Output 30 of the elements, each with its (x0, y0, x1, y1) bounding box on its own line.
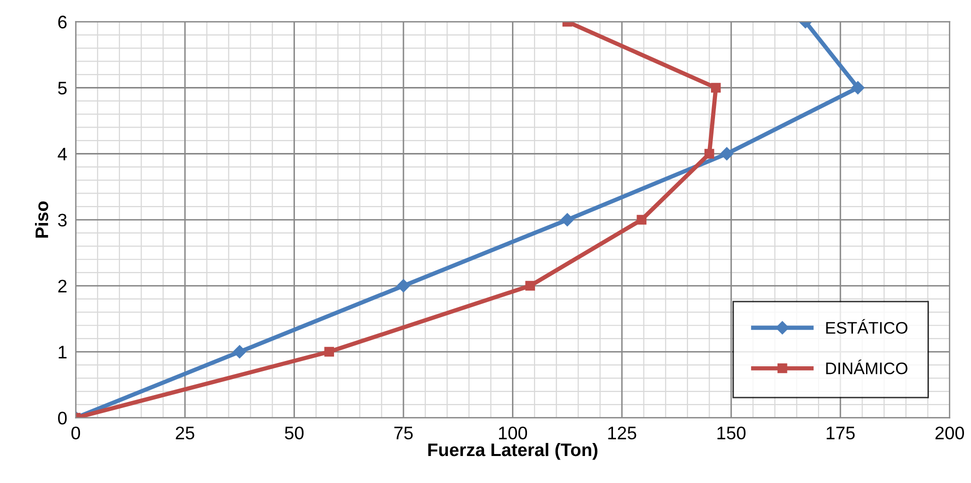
x-tick-label: 125 (608, 426, 636, 440)
point (720, 147, 734, 160)
y-tick-label: 4 (58, 148, 67, 160)
y-tick-label: 0 (58, 412, 67, 425)
y-tick-label: 1 (58, 346, 67, 358)
point (851, 81, 864, 94)
point (560, 213, 574, 226)
x-tick-label: 75 (394, 426, 413, 440)
y-tick-label: 5 (58, 82, 67, 94)
point (396, 279, 410, 292)
point (324, 346, 334, 357)
x-tick-label: 25 (176, 426, 194, 440)
x-tick-label: 150 (717, 426, 746, 440)
legend-label: DINÁMICO (826, 360, 908, 374)
y-tick-label: 3 (58, 214, 67, 226)
y-axis-title: Piso (34, 201, 48, 238)
x-tick-label: 50 (284, 426, 304, 440)
x-tick-label: 0 (71, 426, 80, 440)
point (704, 148, 714, 159)
x-tick-label: 175 (826, 426, 855, 440)
legend-label: ESTÁTICO (826, 319, 908, 334)
point (711, 82, 721, 93)
y-tick-label: 2 (58, 280, 66, 292)
point (233, 345, 246, 358)
y-tick-label: 6 (58, 16, 67, 28)
x-tick-label: 200 (935, 426, 964, 440)
x-tick-label: 100 (499, 426, 528, 440)
x-axis-title: Fuerza Lateral (Ton) (428, 442, 598, 460)
point (636, 214, 646, 225)
point (525, 280, 536, 291)
